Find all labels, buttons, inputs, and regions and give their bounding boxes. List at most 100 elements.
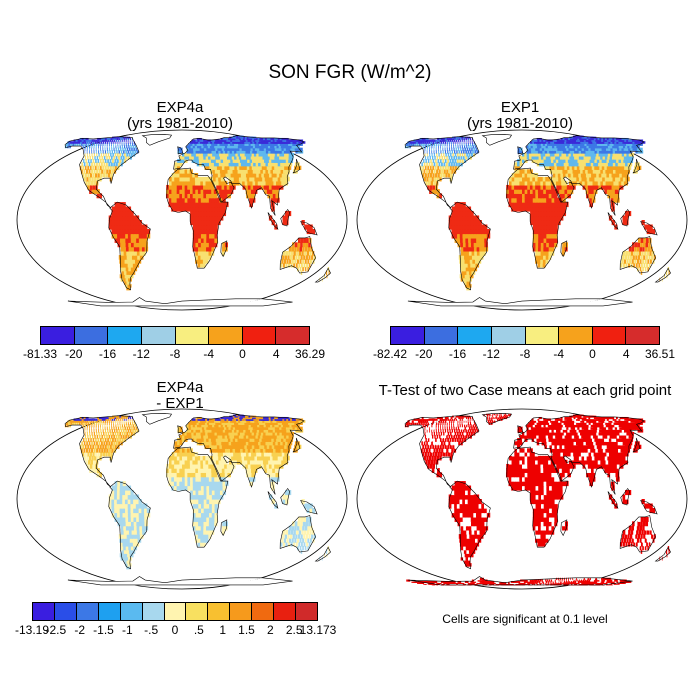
coastline-uk [517,425,524,434]
colorbar-swatch [41,327,75,344]
colorbar-swatch [54,603,77,620]
coastline-eurasia [513,135,645,216]
coastline-nz [314,267,331,283]
colorbar-swatch [274,603,297,620]
panel-1-title-line2: (yrs 1981-2010) [127,115,233,132]
panel-2-title: EXP1 (yrs 1981-2010) [380,100,660,132]
colorbar-swatch [175,327,210,344]
colorbar-diff-labels: -13.19 -2.5 -2 -1.5 -1 -.5 0 .5 1 1.5 2 2.5 13.173 [15,623,336,639]
colorbar-tick-label: -4 [203,347,215,361]
colorbar-tick-label: -81.33 [22,347,58,361]
colorbar-tick-label: -4 [553,347,565,361]
coastline-northAmerica [64,415,140,488]
coastline-nz [654,267,671,283]
coastline-nz [654,546,671,562]
colorbar-swatch [458,327,492,344]
coastline-greenland [141,413,173,425]
coastline-antarctica [407,576,633,586]
map-exp4a [16,129,348,311]
colorbar-tick-label: .5 [193,623,204,637]
map-diff [16,408,348,590]
coastline-eurasia [513,414,645,495]
colorbar-tick-label: 2 [266,623,274,637]
colorbar-tick-label: -2.5 [45,623,67,637]
panel-1-title: EXP4a (yrs 1981-2010) [40,100,320,132]
coastline-newGuinea [640,221,658,236]
colorbar-swatch [391,327,425,344]
colorbar-exp1 [390,326,660,345]
coastline-japan [292,437,301,453]
coastline-newGuinea [300,221,318,236]
colorbar-swatch [252,603,275,620]
coastline-borneo [620,487,630,506]
coastline-japan [292,158,301,174]
colorbar-tick-label: 1 [219,623,226,637]
land-cells [404,134,670,307]
coastline-africa [166,446,229,548]
colorbar-tick-label: -12 [132,347,150,361]
coastline-sumatra [267,491,279,509]
coastline-australia [279,236,316,274]
colorbar-tick-label: 4 [622,347,630,361]
coastline-southAmerica [448,201,491,291]
coastline-southAmerica [448,480,491,570]
coastline-australia [619,515,656,553]
colorbar-exp4a [40,326,310,345]
panel-2-title-line2: (yrs 1981-2010) [467,115,573,132]
colorbar-swatch [186,603,209,620]
map-exp1 [356,129,688,311]
colorbar-swatch [626,327,659,344]
coastline-madagascar [560,240,568,258]
panel-3-title-line2: - EXP1 [156,395,204,412]
coastline-sumatra [607,491,619,509]
figure-title: SON FGR (W/m^2) [268,62,432,83]
colorbar-tick-label: -1.5 [93,623,114,637]
coastline-newGuinea [640,500,658,515]
coastline-greenland [481,134,513,146]
colorbar-tick-label: -20 [65,347,83,361]
coastline-uk [177,425,184,434]
coastline-madagascar [560,519,568,537]
colorbar-tick-label: -8 [169,347,181,361]
land-cells [404,413,670,586]
colorbar-tick-label: -1 [121,623,133,637]
coastline-africa [166,167,229,269]
colorbar-tick-label: -20 [415,347,433,361]
colorbar-swatch [296,603,317,620]
panel-4-title-line1: T-Test of two Case means at each grid po… [378,382,672,399]
colorbar-tick-label: -12 [482,347,500,361]
colorbar-swatch [525,327,560,344]
panel-3-title: EXP4a - EXP1 [40,380,320,412]
colorbar-swatch [98,603,121,620]
colorbar-tick-label: 4 [272,347,280,361]
coastline-africa [506,446,569,548]
colorbar-tick-label: 0 [171,623,179,637]
map-ttest [356,408,688,590]
colorbar-exp4a-labels: -81.33 -20 -16 -12 -8 -4 0 4 36.29 [23,347,325,363]
significance-note: Cells are significant at 0.1 level [442,612,608,626]
colorbar-tick-label: 36.29 [294,347,326,361]
coastline-madagascar [220,240,228,258]
colorbar-swatch [120,603,143,620]
colorbar-tick-label: -2 [74,623,85,637]
coastline-sumatra [607,212,619,230]
colorbar-tick-label: -16 [98,347,117,361]
colorbar-swatch [76,603,99,620]
colorbar-tick-label: 13.173 [299,623,337,637]
colorbar-tick-label: 2.5 [285,623,303,637]
coastline-australia [279,515,316,553]
colorbar-exp1-labels: -82.42 -20 -16 -12 -8 -4 0 4 36.51 [373,347,675,363]
colorbar-swatch [592,327,627,344]
colorbar-swatch [230,603,253,620]
coastline-japan [632,158,641,174]
coastline-southAmerica [108,201,151,291]
colorbar-swatch [276,327,309,344]
coastline-borneo [280,208,290,227]
coastline-northAmerica [404,415,480,488]
coastline-greenland [481,413,513,425]
coastline-greenland [141,134,173,146]
colorbar-swatch [141,327,176,344]
colorbar-swatch [208,603,231,620]
colorbar-diff [32,602,318,621]
panel-4-title: T-Test of two Case means at each grid po… [350,383,700,399]
